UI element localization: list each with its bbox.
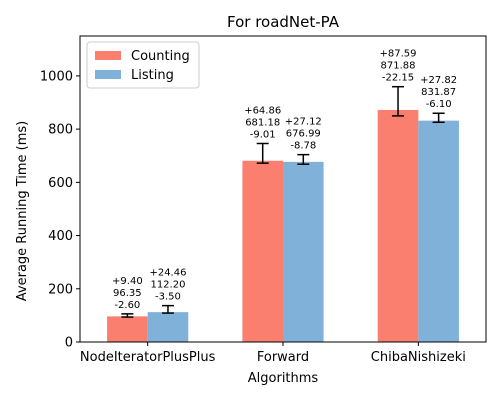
bar-listing-1 (283, 161, 324, 342)
data-label-listing-0-1: 112.20 (150, 280, 185, 291)
y-tick-label: 600 (48, 176, 73, 191)
y-axis-label: Average Running Time (ms) (15, 121, 30, 301)
data-label-listing-1-2: -8.78 (290, 141, 316, 152)
legend-swatch-counting (95, 51, 121, 60)
chart-title: For roadNet-PA (227, 13, 340, 31)
y-axis: 0 200 400 600 800 1000 (40, 69, 80, 351)
errorbars-layer (121, 85, 445, 318)
x-tick-label: Forward (257, 350, 309, 365)
legend-label-counting: Counting (131, 49, 190, 64)
x-tick-label: ChibaNishizeki (371, 350, 466, 365)
x-axis-label: Algorithms (248, 371, 319, 386)
legend-swatch-listing (95, 70, 121, 79)
x-tick-label: NodeIteratorPlusPlus (80, 350, 216, 365)
legend: Counting Listing (86, 41, 200, 89)
y-tick-label: 0 (65, 336, 73, 351)
y-tick-label: 200 (48, 282, 73, 297)
y-tick-label: 400 (48, 229, 73, 244)
data-label-counting-2-1: 871.88 (381, 61, 416, 72)
bar-listing-2 (418, 120, 459, 343)
data-label-counting-0-2: -2.60 (114, 300, 140, 311)
data-label-counting-1-1: 681.18 (245, 117, 280, 128)
bars-layer (107, 110, 459, 343)
data-label-listing-1-0: +27.12 (285, 117, 322, 128)
data-label-listing-0-2: -3.50 (155, 292, 181, 303)
y-tick-label: 800 (48, 123, 73, 138)
data-label-listing-2-2: -6.10 (426, 99, 452, 110)
data-label-listing-2-0: +27.82 (420, 75, 457, 86)
bar-listing-0 (147, 312, 189, 342)
data-label-listing-0-0: +24.46 (149, 268, 186, 279)
data-label-counting-1-0: +64.86 (244, 105, 281, 116)
data-label-counting-0-0: +9.40 (112, 276, 143, 287)
data-label-counting-0-1: 96.35 (113, 288, 142, 299)
data-label-counting-1-2: -9.01 (250, 129, 276, 140)
legend-label-listing: Listing (131, 68, 174, 83)
bar-counting-0 (107, 316, 148, 342)
data-label-listing-2-1: 831.87 (421, 87, 456, 98)
data-label-listing-1-1: 676.99 (286, 129, 321, 140)
bar-counting-1 (242, 160, 283, 342)
data-label-counting-2-2: -22.15 (382, 73, 414, 84)
data-label-counting-2-0: +87.59 (380, 49, 417, 60)
bar-counting-2 (377, 110, 419, 342)
x-axis: NodeIteratorPlusPlus Forward ChibaNishizek… (80, 342, 466, 365)
y-tick-label: 1000 (40, 69, 73, 84)
